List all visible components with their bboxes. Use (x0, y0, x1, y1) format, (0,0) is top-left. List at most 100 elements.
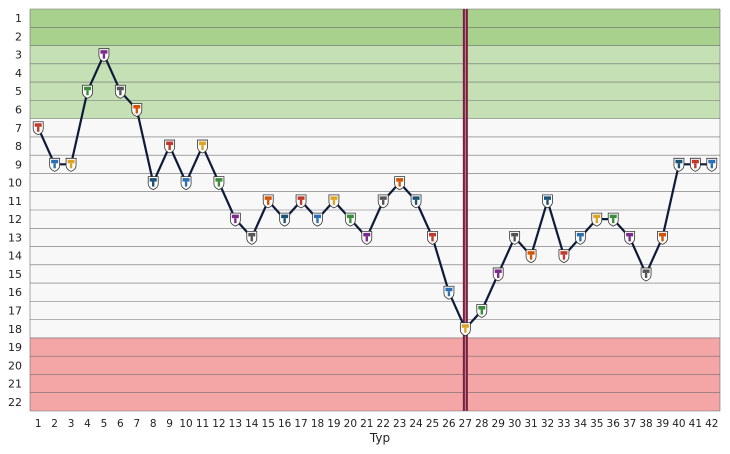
data-point (180, 176, 192, 191)
x-tick-label: 31 (524, 418, 537, 430)
data-point (542, 194, 553, 209)
x-tick-label: 13 (229, 418, 242, 430)
data-point (657, 231, 668, 245)
x-tick-label: 11 (196, 418, 209, 430)
y-tick-label: 15 (8, 268, 22, 281)
data-point (574, 231, 586, 245)
data-point (147, 176, 159, 191)
x-tick-label: 28 (475, 418, 488, 430)
data-point (624, 231, 636, 245)
y-tick-label: 6 (15, 104, 22, 117)
y-tick-label: 16 (8, 286, 22, 299)
x-tick-label: 40 (672, 418, 685, 430)
x-tick-label: 35 (590, 418, 603, 430)
data-point (262, 194, 274, 209)
x-tick-label: 20 (344, 418, 357, 430)
x-tick-label: 4 (84, 418, 91, 430)
season-marker (462, 9, 468, 411)
x-tick-label: 8 (150, 418, 157, 430)
x-tick-label: 37 (623, 418, 636, 430)
data-point (607, 212, 619, 227)
data-point (32, 121, 44, 136)
data-point (377, 194, 389, 209)
x-tick-label: 2 (51, 418, 58, 430)
data-point (65, 157, 77, 172)
x-tick-label: 23 (393, 418, 406, 430)
x-tick-label: 36 (607, 418, 621, 430)
x-tick-label: 32 (541, 418, 554, 430)
x-tick-label: 7 (133, 418, 140, 430)
x-tick-label: 39 (656, 418, 669, 430)
data-point (640, 267, 652, 282)
y-tick-label: 12 (8, 213, 22, 226)
y-tick-label: 2 (15, 30, 22, 43)
x-tick-label: 5 (101, 418, 108, 430)
y-tick-label: 7 (15, 122, 22, 135)
x-tick-label: 25 (426, 418, 439, 430)
x-tick-label: 33 (557, 418, 570, 430)
x-tick-label: 27 (459, 418, 472, 430)
data-point (558, 249, 570, 264)
x-tick-label: 18 (311, 418, 324, 430)
data-point (49, 157, 61, 172)
data-point (229, 212, 241, 227)
x-tick-label: 30 (508, 418, 521, 430)
x-tick-label: 1 (35, 418, 42, 430)
data-point (509, 231, 521, 245)
x-tick-label: 38 (639, 418, 652, 430)
data-point (591, 212, 603, 227)
x-tick-label: 16 (278, 418, 292, 430)
data-point (476, 304, 488, 318)
data-point (410, 194, 422, 209)
x-tick-label: 15 (262, 418, 275, 430)
x-axis-ticks: 1 2 3 4 5 6 7 8 9 10 11 12 13 14 15 16 17 18 19 20 21 22 23 24 2… (35, 418, 719, 430)
data-point (197, 139, 208, 154)
y-tick-label: 13 (8, 231, 22, 244)
x-tick-label: 6 (117, 418, 124, 430)
data-point (295, 194, 307, 209)
y-tick-label: 14 (8, 250, 22, 263)
y-tick-label: 8 (15, 140, 22, 153)
x-tick-label: 10 (179, 418, 192, 430)
x-tick-label: 21 (360, 418, 373, 430)
data-point (213, 176, 225, 191)
y-tick-label: 4 (15, 67, 22, 80)
data-point (689, 157, 701, 172)
data-point (344, 212, 356, 227)
data-point (328, 194, 340, 209)
y-tick-label: 11 (8, 195, 22, 208)
data-point (459, 322, 471, 337)
x-tick-label: 24 (409, 418, 423, 430)
x-tick-label: 29 (492, 418, 505, 430)
data-point (98, 48, 110, 63)
data-point (246, 231, 258, 245)
x-tick-label: 3 (68, 418, 75, 430)
data-point (164, 139, 176, 154)
data-point (706, 157, 718, 172)
x-tick-label: 12 (212, 418, 225, 430)
x-axis-title: Typ (369, 431, 390, 445)
x-tick-label: 17 (294, 418, 307, 430)
data-point (427, 231, 438, 245)
data-point (361, 231, 373, 245)
y-tick-label: 17 (8, 305, 22, 318)
x-tick-label: 34 (574, 418, 588, 430)
y-tick-label: 10 (8, 177, 22, 190)
y-tick-label: 18 (8, 323, 22, 336)
y-tick-label: 20 (8, 359, 22, 372)
x-tick-label: 14 (245, 418, 259, 430)
x-tick-label: 26 (442, 418, 456, 430)
data-point (525, 249, 537, 264)
data-point (492, 267, 504, 282)
y-tick-label: 21 (8, 378, 22, 391)
data-point (114, 84, 126, 99)
y-tick-label: 22 (8, 396, 22, 409)
y-tick-label: 3 (15, 49, 22, 62)
data-point (673, 157, 685, 172)
data-point (312, 212, 323, 227)
data-point (443, 285, 455, 300)
x-tick-label: 42 (705, 418, 718, 430)
y-tick-label: 19 (8, 341, 22, 354)
